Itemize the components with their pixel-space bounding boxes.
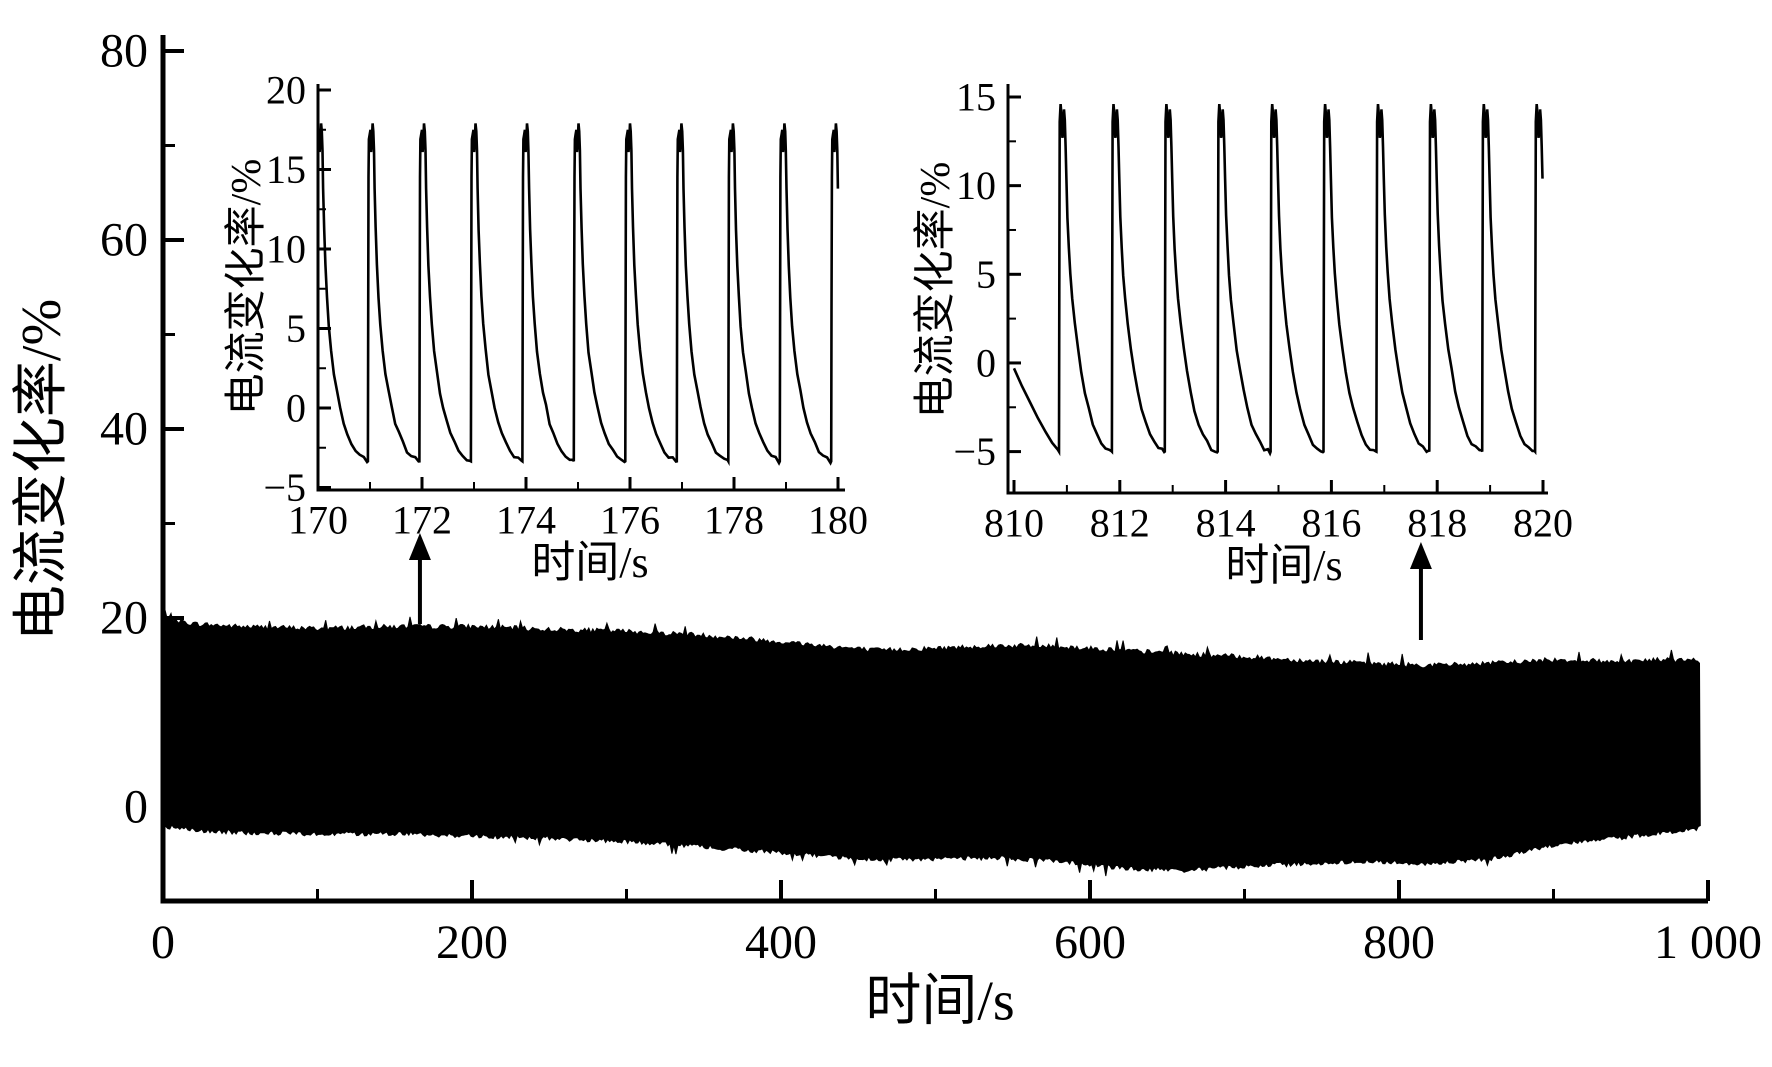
inset-right-x-tick-label: 812 xyxy=(1090,501,1150,546)
inset-left-x-axis-title: 时间/s xyxy=(531,538,648,587)
main-y-axis-title: 电流变化率/% xyxy=(11,299,73,641)
inset-left-y-tick-label: −5 xyxy=(263,465,306,510)
main-x-tick-label: 0 xyxy=(151,916,175,969)
inset-left-y-tick-label: 15 xyxy=(266,147,306,192)
inset-right-y-tick-label: 10 xyxy=(956,163,996,208)
inset-right-x-axis-title: 时间/s xyxy=(1225,541,1342,590)
inset-right-y-tick-label: 15 xyxy=(956,75,996,120)
main-signal-envelope xyxy=(162,609,1701,877)
main-x-tick-label: 600 xyxy=(1054,916,1126,969)
inset-right-x-tick-label: 820 xyxy=(1513,501,1573,546)
inset-right-y-axis-title: 电流变化率/% xyxy=(912,162,959,419)
inset-right-waveform xyxy=(1012,103,1544,457)
annotation-arrow-head xyxy=(1409,542,1432,569)
main-x-tick-label: 1 000 xyxy=(1654,916,1762,969)
inset-left-y-tick-label: 20 xyxy=(266,68,306,113)
inset-left-waveform xyxy=(316,123,840,467)
inset-left-x-tick-label: 170 xyxy=(288,498,348,543)
inset-left-y-tick-label: 10 xyxy=(266,227,306,272)
annotation-arrow-head xyxy=(408,533,431,560)
inset-left-y-tick-label: 0 xyxy=(286,386,306,431)
main-x-tick-label: 400 xyxy=(745,916,817,969)
inset-right-y-tick-label: 5 xyxy=(976,252,996,297)
main-y-tick-label: 0 xyxy=(124,781,148,834)
inset-right-x-tick-label: 810 xyxy=(984,501,1044,546)
inset-left-y-axis-title: 电流变化率/% xyxy=(223,159,270,416)
main-y-tick-label: 40 xyxy=(100,403,148,456)
inset-right-x-tick-label: 818 xyxy=(1407,501,1467,546)
inset-right-y-tick-label: −5 xyxy=(953,429,996,474)
main-x-tick-label: 200 xyxy=(436,916,508,969)
inset-left-x-tick-label: 174 xyxy=(496,498,556,543)
main-y-tick-label: 20 xyxy=(100,592,148,645)
inset-right-x-tick-label: 814 xyxy=(1196,501,1256,546)
inset-right-y-tick-label: 0 xyxy=(976,340,996,385)
inset-left-x-tick-label: 178 xyxy=(704,498,764,543)
main-x-axis-title: 时间/s xyxy=(865,971,1014,1033)
inset-right-x-tick-label: 816 xyxy=(1301,501,1361,546)
main-y-tick-label: 80 xyxy=(100,25,148,78)
inset-left-y-tick-label: 5 xyxy=(286,306,306,351)
main-y-tick-label: 60 xyxy=(100,214,148,267)
main-x-tick-label: 800 xyxy=(1363,916,1435,969)
inset-left-x-tick-label: 180 xyxy=(808,498,868,543)
inset-left-x-tick-label: 176 xyxy=(600,498,660,543)
inset-left-x-tick-label: 172 xyxy=(392,498,452,543)
